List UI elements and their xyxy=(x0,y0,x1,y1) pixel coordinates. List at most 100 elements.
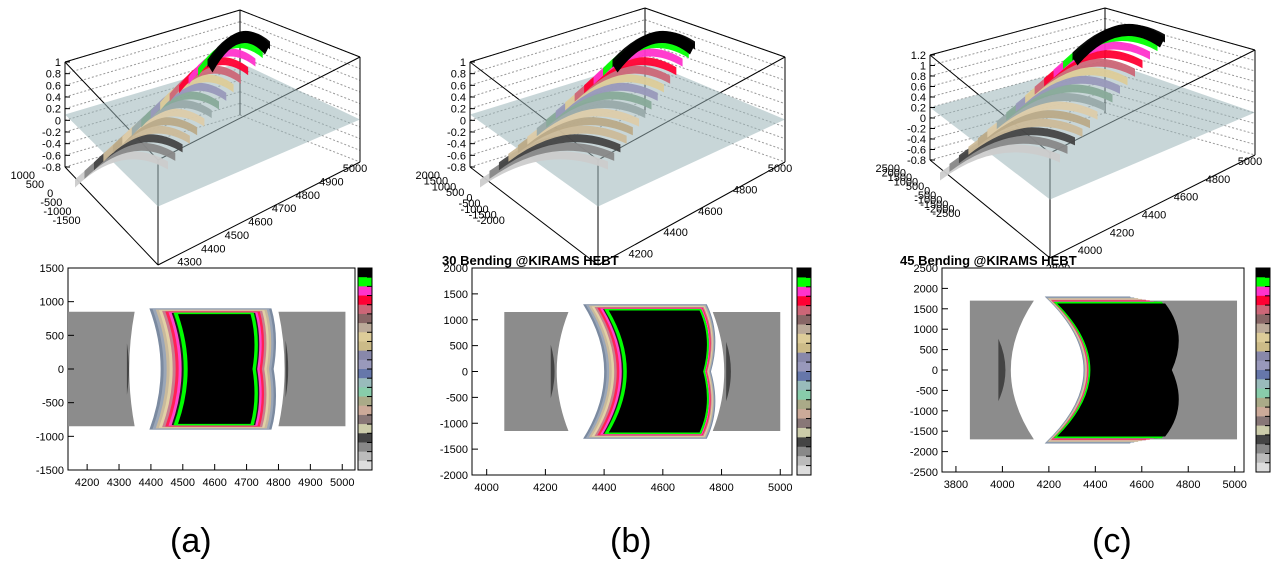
z-tick-label: 0.2 xyxy=(46,104,61,116)
y-tick-label: 1000 xyxy=(894,177,918,189)
z-tick-label: 0.4 xyxy=(451,92,466,104)
y-tick-label: 1500 xyxy=(914,304,938,316)
z-tick-label: -0.8 xyxy=(42,162,61,174)
y-tick-label: -1500 xyxy=(440,444,468,456)
colorbar-segment xyxy=(797,333,811,344)
colorbar-segment xyxy=(1256,314,1270,325)
surface-band xyxy=(1034,58,1135,95)
colorbar-segment xyxy=(358,286,372,297)
x-tick-label: 4600 xyxy=(202,477,226,489)
right-field-core xyxy=(285,340,289,398)
y-tick-label: -2000 xyxy=(477,215,505,227)
box-edge xyxy=(644,7,786,58)
left-field-core xyxy=(998,338,1006,402)
y-tick-label: 1500 xyxy=(888,172,912,184)
surface-band xyxy=(498,134,621,171)
y-tick-label: -2500 xyxy=(932,208,960,220)
colorbar-segment xyxy=(358,295,372,306)
surface-band xyxy=(1044,50,1143,87)
colorbar-segment xyxy=(797,277,811,288)
y-tick-label: -2000 xyxy=(910,447,938,459)
colorbar-segment xyxy=(358,442,372,453)
z-tick-label: -0.4 xyxy=(42,139,61,151)
surface-band xyxy=(489,142,615,179)
plot-3d-c: 1.210.80.60.40.20-0.2-0.4-0.6-0.82500200… xyxy=(876,7,1262,275)
x-tick-label: 4700 xyxy=(272,203,296,215)
y-tick-label: 1000 xyxy=(40,297,64,309)
x-tick-label: 3800 xyxy=(944,479,968,491)
left-field-core xyxy=(550,344,555,399)
surface-band xyxy=(565,74,664,111)
colorbar-segment xyxy=(1256,407,1270,417)
y-tick-label: 1000 xyxy=(432,181,456,193)
colorbar-segment xyxy=(358,332,372,342)
z-tick-label: -0.2 xyxy=(42,127,61,139)
z-tick-label: 1 xyxy=(920,61,926,73)
field-band xyxy=(608,310,707,433)
y-tick-label: -500 xyxy=(40,197,62,209)
box-edge xyxy=(597,161,786,266)
surface-band xyxy=(574,65,671,102)
surface-band xyxy=(958,127,1075,164)
z-tick-label: -0.6 xyxy=(42,150,61,162)
colorbar-segment xyxy=(358,313,372,324)
x-tick-label: 4500 xyxy=(171,477,195,489)
surface-band xyxy=(198,39,263,77)
colorbar-segment xyxy=(358,396,372,407)
x-tick-label: 4300 xyxy=(177,257,201,269)
y-tick-label: -500 xyxy=(916,385,938,397)
y-tick-label: -1000 xyxy=(461,204,489,216)
colorbar-segment xyxy=(1256,351,1270,362)
colorbar-segment xyxy=(358,460,372,471)
colorbar-segment xyxy=(1256,342,1270,352)
y-tick-label: 500 xyxy=(450,341,468,353)
y-tick-label: -1500 xyxy=(469,209,497,221)
surface-band xyxy=(517,117,633,154)
z-tick-label: 0.4 xyxy=(46,92,61,104)
colorbar-segment xyxy=(358,350,372,361)
surface-band xyxy=(1025,67,1128,104)
box-edge xyxy=(469,166,599,266)
caption-b: (b) xyxy=(610,522,652,560)
surface-band xyxy=(150,82,227,119)
gridline xyxy=(469,19,646,75)
surface-band xyxy=(536,99,646,137)
y-tick-label: -1500 xyxy=(53,215,81,227)
surface-band xyxy=(1053,41,1150,78)
y-tick-label: -1500 xyxy=(910,426,938,438)
colorbar-segment xyxy=(1256,397,1270,408)
y-tick-label: 2000 xyxy=(914,283,938,295)
surface-band xyxy=(555,82,658,119)
x-tick-label: 4800 xyxy=(733,184,757,196)
colorbar-segment xyxy=(797,437,811,448)
y-tick-label: -1500 xyxy=(36,465,64,477)
gridline xyxy=(644,54,786,105)
surface-band xyxy=(1015,75,1120,112)
z-tick-label: 0.8 xyxy=(451,69,466,81)
colorbar-segment xyxy=(797,352,811,363)
x-tick-label: 4700 xyxy=(234,477,258,489)
colorbar-segment xyxy=(358,359,372,370)
plot-title-c: 45 Bending @KIRAMS HEBT xyxy=(900,253,1077,268)
z-tick-label: 0.4 xyxy=(911,92,926,104)
colorbar-segment xyxy=(1256,416,1270,427)
y-tick-label: -500 xyxy=(446,392,468,404)
gridline xyxy=(644,19,786,70)
surface-band xyxy=(122,108,205,145)
colorbar-segment xyxy=(1256,323,1270,334)
surface-band xyxy=(603,39,689,77)
colorbar-segment xyxy=(1256,286,1270,297)
gridline xyxy=(469,30,646,86)
x-tick-label: 4400 xyxy=(139,477,163,489)
x-tick-label: 4400 xyxy=(1083,479,1107,491)
x-tick-label: 4900 xyxy=(298,477,322,489)
colorbar-segment xyxy=(797,418,811,429)
colorbar-segment xyxy=(797,446,811,457)
surface-band xyxy=(508,125,627,162)
gridline xyxy=(644,42,786,93)
x-tick-label: 5000 xyxy=(768,163,792,175)
surface-band xyxy=(179,57,249,94)
y-tick-label: -1000 xyxy=(36,431,64,443)
colorbar-segment xyxy=(797,371,811,382)
colorbar-segment xyxy=(797,362,811,372)
